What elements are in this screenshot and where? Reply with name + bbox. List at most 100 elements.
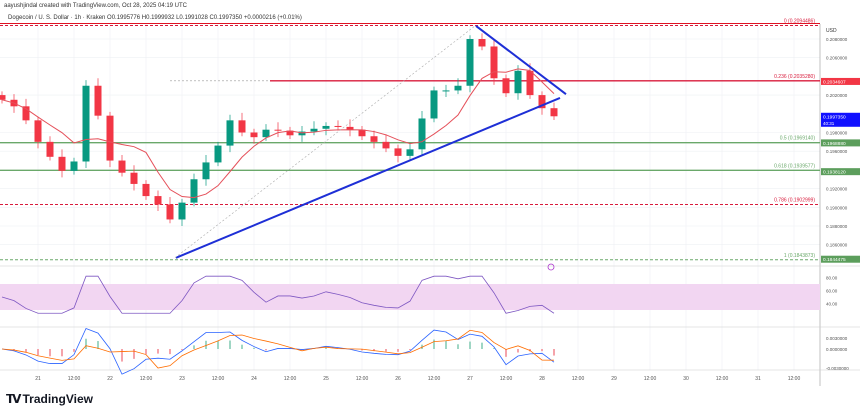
candle-body bbox=[406, 149, 414, 156]
moving-average-line bbox=[1, 68, 555, 199]
y-tick-label: 0.1900000 bbox=[826, 205, 848, 210]
candle-body bbox=[154, 196, 162, 205]
candle-body bbox=[286, 130, 294, 136]
x-tick-label: 31 bbox=[755, 376, 761, 382]
x-tick-label: 12:00 bbox=[140, 376, 153, 382]
x-tick-label: 22 bbox=[107, 376, 113, 382]
candle-body bbox=[310, 128, 318, 132]
fib-level-label: 0 (0.2094486) bbox=[784, 18, 815, 24]
candle-body bbox=[166, 204, 174, 220]
candle-body bbox=[502, 78, 510, 94]
candle-body bbox=[250, 132, 258, 138]
candle-body bbox=[442, 90, 450, 92]
candle-body bbox=[478, 39, 486, 47]
macd-tick: -0.0030000 bbox=[826, 366, 849, 371]
candle-body bbox=[0, 95, 6, 100]
macd-tick: 0.0030000 bbox=[826, 336, 848, 341]
candle-body bbox=[550, 108, 558, 117]
created-by-text: aayushjindal created with TradingView.co… bbox=[4, 3, 187, 9]
candle-body bbox=[130, 172, 138, 184]
x-tick-label: 21 bbox=[35, 376, 41, 382]
x-tick-label: 12:00 bbox=[284, 376, 297, 382]
candle-body bbox=[262, 129, 270, 138]
tradingview-logo[interactable]: 𝗧𝗩 TradingView bbox=[6, 392, 93, 406]
candle-body bbox=[202, 162, 210, 180]
countdown-text: 40:31 bbox=[823, 121, 835, 126]
x-tick-label: 25 bbox=[323, 376, 329, 382]
price-label-tag bbox=[821, 112, 860, 127]
rsi-line bbox=[1, 275, 555, 314]
fib-level-label: 0.236 (0.2035280) bbox=[774, 74, 815, 80]
x-tick-label: 28 bbox=[539, 376, 545, 382]
fib-level-label: 0.5 (0.1969140) bbox=[780, 136, 816, 142]
x-tick-label: 29 bbox=[611, 376, 617, 382]
trendline bbox=[175, 96, 561, 259]
x-tick-label: 23 bbox=[179, 376, 185, 382]
candle-body bbox=[238, 120, 246, 133]
price-label-text: 0.1997350 bbox=[823, 114, 846, 120]
candle-body bbox=[346, 126, 354, 130]
y-tick-label: 0.1920000 bbox=[826, 187, 848, 192]
x-tick-label: 12:00 bbox=[788, 376, 801, 382]
fib-level-label: 0.618 (0.1939577) bbox=[774, 163, 815, 169]
x-tick-label: 12:00 bbox=[428, 376, 441, 382]
price-label-tag bbox=[821, 255, 860, 263]
price-chart[interactable]: 21 12:00 22 12:00 23 12:00 24 12:00 25 12:00 26 12:… bbox=[0, 0, 860, 390]
candle-body bbox=[94, 85, 102, 116]
candle-body bbox=[82, 85, 90, 162]
candle-body bbox=[430, 90, 438, 119]
macd-line bbox=[1, 327, 555, 375]
candle-body bbox=[514, 70, 522, 94]
fib-trend-line bbox=[174, 25, 476, 259]
candle-body bbox=[358, 129, 366, 137]
candle-body bbox=[118, 160, 126, 173]
rsi-tick: 80.00 bbox=[826, 276, 838, 281]
candle-body bbox=[490, 46, 498, 79]
candle-body bbox=[178, 202, 186, 220]
x-tick-label: 12:00 bbox=[68, 376, 81, 382]
candle-body bbox=[214, 145, 222, 163]
x-tick-label: 12:00 bbox=[644, 376, 657, 382]
fib-level-label: 1 (0.1843873) bbox=[784, 253, 815, 259]
tv-logo-icon: 𝗧𝗩 bbox=[6, 392, 22, 406]
candle-body bbox=[418, 118, 426, 150]
candle-body bbox=[538, 95, 546, 109]
x-tick-label: 12:00 bbox=[716, 376, 729, 382]
candle-body bbox=[34, 120, 42, 142]
y-tick-label: 0.1860000 bbox=[826, 243, 848, 248]
candle-body bbox=[454, 85, 462, 91]
candle-body bbox=[22, 106, 30, 121]
currency-label: USD bbox=[826, 28, 837, 34]
fib-level-label: 0.786 (0.1902999) bbox=[774, 197, 815, 203]
candle-body bbox=[370, 136, 378, 142]
price-label-tag bbox=[821, 139, 860, 147]
rsi-tick: 40.00 bbox=[826, 302, 838, 307]
x-tick-label: 24 bbox=[251, 376, 257, 382]
candle-body bbox=[334, 125, 342, 127]
symbol-legend: Dogecoin / U. S. Dollar · 1h · Kraken O0… bbox=[8, 15, 302, 21]
candle-body bbox=[466, 39, 474, 86]
alert-icon bbox=[547, 263, 555, 271]
candle-body bbox=[46, 141, 54, 157]
x-tick-label: 12:00 bbox=[500, 376, 513, 382]
candle-body bbox=[106, 115, 114, 161]
x-tick-label: 12:00 bbox=[572, 376, 585, 382]
candle-body bbox=[322, 125, 330, 129]
macd-tick: 0.0000000 bbox=[826, 347, 848, 352]
y-tick-label: 0.2080000 bbox=[826, 37, 848, 42]
header-divider bbox=[0, 23, 820, 24]
candle-body bbox=[190, 179, 198, 203]
candle-body bbox=[298, 131, 306, 136]
price-label-tag bbox=[821, 168, 860, 176]
candle-body bbox=[382, 141, 390, 149]
trendline bbox=[475, 25, 567, 95]
candle-body bbox=[142, 183, 150, 197]
price-label-text: 0.1938120 bbox=[823, 170, 846, 176]
brand-name: TradingView bbox=[22, 392, 93, 406]
candle-body bbox=[526, 70, 534, 96]
rsi-band bbox=[0, 284, 820, 310]
y-tick-label: 0.1960000 bbox=[826, 149, 848, 154]
price-label-text: 0.1968880 bbox=[823, 141, 846, 147]
y-tick-label: 0.2060000 bbox=[826, 56, 848, 61]
y-tick-label: 0.1980000 bbox=[826, 131, 848, 136]
